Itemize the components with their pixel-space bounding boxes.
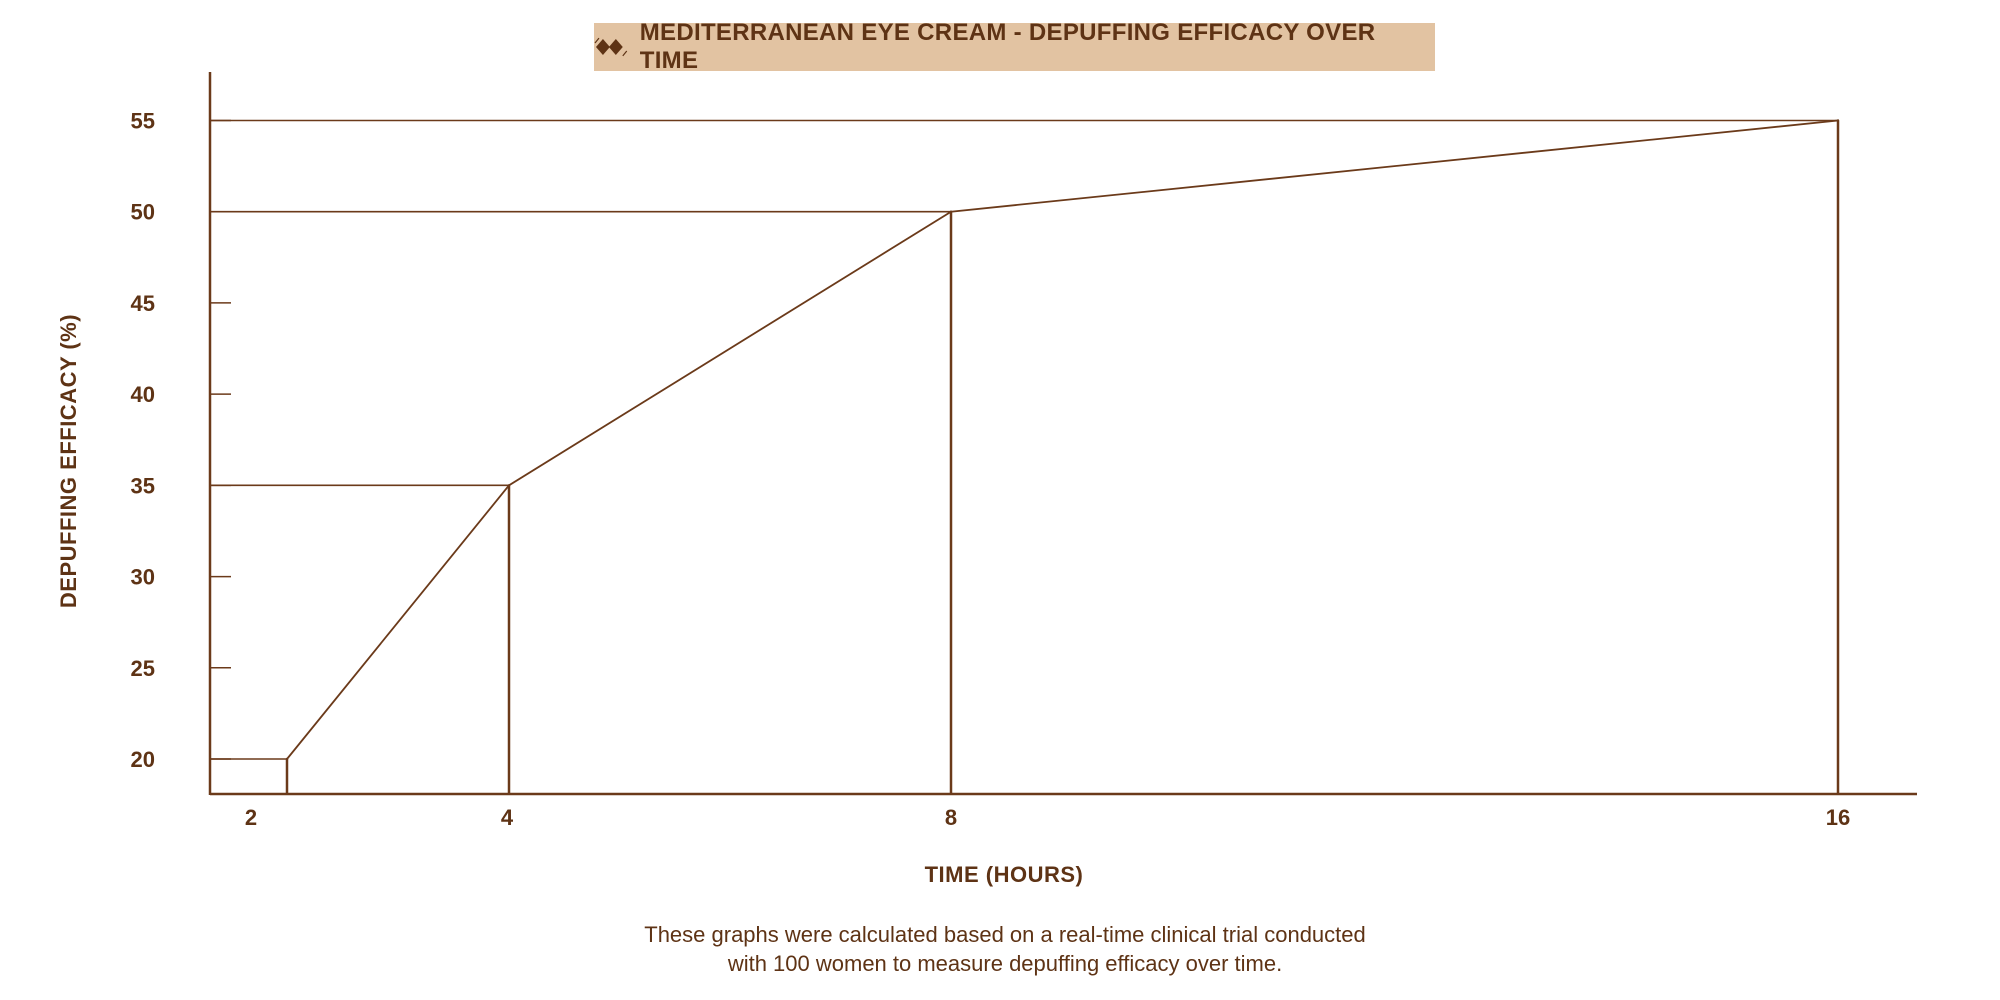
double-diamond-icon — [594, 37, 628, 57]
y-tick-label: 30 — [131, 565, 155, 590]
y-tick-label: 45 — [131, 291, 155, 316]
data-point — [507, 484, 511, 487]
y-tick-label: 25 — [131, 656, 155, 681]
x-axis-title: TIME (HOURS) — [925, 862, 1084, 887]
footnote-line-2: with 100 women to measure depuffing effi… — [727, 951, 1283, 976]
footnote-line-1: These graphs were calculated based on a … — [644, 922, 1366, 947]
x-tick-label: 16 — [1826, 805, 1850, 830]
chart-title: MEDITERRANEAN EYE CREAM - DEPUFFING EFFI… — [639, 19, 1376, 74]
footnote: These graphs were calculated based on a … — [0, 920, 2000, 978]
y-tick-label: 50 — [131, 200, 155, 225]
y-tick-label: 40 — [131, 382, 155, 407]
data-point — [285, 757, 289, 761]
x-tick-label: 8 — [945, 805, 957, 830]
chart-title-banner: MEDITERRANEAN EYE CREAM - DEPUFFING EFFI… — [594, 19, 1435, 74]
y-axis-title: DEPUFFING EFFICACY (%) — [56, 314, 81, 608]
y-tick-label: 20 — [131, 747, 155, 772]
data-point — [1836, 119, 1840, 122]
x-tick-label: 4 — [501, 805, 514, 830]
y-tick-label: 55 — [131, 109, 155, 134]
x-tick-label: 2 — [245, 805, 257, 830]
y-tick-label: 35 — [131, 473, 155, 498]
series-line-depuffing-efficacy — [286, 119, 1839, 760]
data-point — [949, 210, 953, 213]
